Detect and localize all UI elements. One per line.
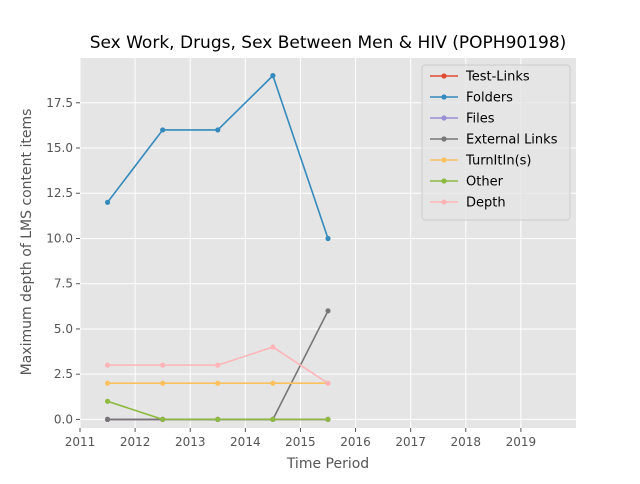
legend-item: Depth <box>430 196 506 211</box>
legend-label: Other <box>466 175 504 190</box>
data-point <box>270 380 276 386</box>
data-point <box>160 362 166 368</box>
x-tick-label: 2015 <box>285 435 316 449</box>
legend-box <box>421 64 571 221</box>
data-point <box>104 199 111 205</box>
legend-label: Folders <box>466 91 513 106</box>
y-tick-label: 5.0 <box>54 322 73 336</box>
data-point <box>270 344 276 350</box>
legend-label: TurnItIn(s) <box>465 154 531 169</box>
legend-swatch-marker <box>441 199 447 205</box>
x-tick-label: 2017 <box>395 435 426 449</box>
data-point <box>215 416 221 423</box>
y-tick-label: 15.0 <box>46 141 73 155</box>
data-point <box>270 73 276 79</box>
data-point <box>270 416 276 423</box>
legend-label: Depth <box>466 196 506 211</box>
x-tick-label: 2012 <box>120 435 151 449</box>
legend-label: Files <box>466 112 495 127</box>
legend: Test-Links Folders Files External Links Turn… <box>421 64 571 221</box>
legend-swatch-marker <box>441 115 447 121</box>
x-tick-label: 2019 <box>506 435 537 449</box>
data-point <box>325 235 331 242</box>
legend-swatch-marker <box>441 73 447 79</box>
data-point <box>104 362 111 368</box>
data-point <box>104 416 111 423</box>
y-tick-label: 0.0 <box>54 412 73 426</box>
x-tick-label: 2016 <box>340 435 371 449</box>
series-lines <box>104 73 331 423</box>
data-point <box>104 380 111 386</box>
legend-swatch-marker <box>441 157 447 163</box>
data-point <box>215 380 221 386</box>
data-point <box>325 416 331 423</box>
legend-item: Other <box>430 175 504 190</box>
y-tick-label: 12.5 <box>46 186 73 200</box>
data-point <box>104 398 111 404</box>
series-depth <box>104 344 331 386</box>
data-point <box>215 127 221 133</box>
x-tick-label: 2014 <box>230 435 261 449</box>
y-tick-label: 7.5 <box>54 277 73 291</box>
y-tick-label: 2.5 <box>54 367 73 381</box>
x-axis-label: Time Period <box>286 456 369 472</box>
x-tick-label: 2018 <box>451 435 482 449</box>
legend-item: Folders <box>430 91 513 106</box>
y-axis-label: Maximum depth of LMS content items <box>19 109 35 376</box>
y-tick-label: 10.0 <box>46 231 73 245</box>
legend-item: TurnItIn(s) <box>430 154 531 169</box>
legend-item: External Links <box>430 133 558 148</box>
legend-swatch-marker <box>441 94 447 100</box>
data-point <box>160 416 166 423</box>
data-point <box>160 127 166 133</box>
x-tick-label: 2013 <box>175 435 206 449</box>
legend-item: Test-Links <box>430 70 530 85</box>
data-point <box>325 308 331 314</box>
legend-label: Test-Links <box>465 70 530 85</box>
axis-ticks: 2011 2012 2013 2014 2015 2016 2017 2018 2019 0.0 2… <box>46 96 536 449</box>
series-other <box>104 398 331 423</box>
data-point <box>325 380 331 386</box>
legend-item: Files <box>430 112 495 127</box>
legend-label: External Links <box>466 133 558 148</box>
series-folders <box>104 73 331 242</box>
legend-swatch-marker <box>441 136 447 142</box>
x-tick-label: 2011 <box>65 435 96 449</box>
data-point <box>160 380 166 386</box>
y-tick-label: 17.5 <box>46 96 73 110</box>
legend-swatch-marker <box>441 178 447 184</box>
chart-title: Sex Work, Drugs, Sex Between Men & HIV (… <box>90 33 567 53</box>
data-point <box>215 362 221 368</box>
